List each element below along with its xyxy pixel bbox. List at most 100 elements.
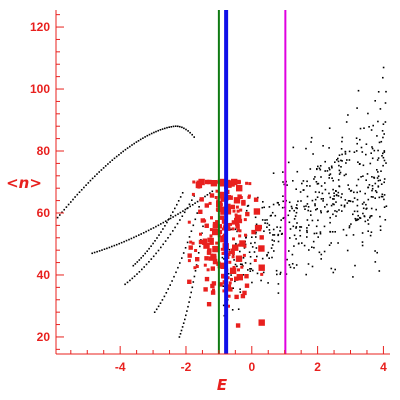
data-point [267, 251, 270, 254]
data-point [310, 141, 312, 143]
data-point [264, 219, 266, 221]
red-data-point [236, 179, 241, 185]
data-point [155, 252, 157, 255]
data-point [361, 241, 364, 243]
data-point [296, 170, 299, 173]
data-point [309, 185, 311, 187]
data-point [385, 162, 387, 164]
data-point [87, 182, 90, 184]
data-point [311, 199, 314, 202]
data-point [179, 262, 181, 264]
data-point [311, 219, 314, 222]
data-point [377, 171, 379, 173]
data-point [328, 168, 331, 171]
data-point [337, 195, 340, 197]
data-point [249, 270, 252, 272]
data-point [294, 215, 297, 217]
data-point [282, 195, 284, 197]
data-point [379, 179, 381, 182]
red-data-point [210, 253, 214, 257]
data-point [175, 271, 177, 274]
data-point [332, 198, 334, 200]
data-point [359, 127, 362, 130]
data-point [183, 127, 185, 130]
data-point [133, 236, 135, 239]
data-point [254, 216, 257, 219]
data-point [376, 177, 379, 179]
data-point [289, 228, 292, 230]
data-point [292, 146, 295, 149]
data-point [271, 239, 274, 241]
data-point [352, 200, 354, 203]
red-data-point [238, 229, 242, 233]
red-data-point [240, 293, 246, 299]
data-point [323, 225, 326, 228]
data-point [295, 211, 298, 214]
data-point [381, 130, 384, 132]
data-point [320, 253, 323, 256]
data-point [164, 220, 167, 222]
red-data-point [235, 221, 240, 226]
data-point [341, 153, 343, 156]
data-point [109, 161, 111, 163]
red-data-point [206, 268, 210, 272]
data-point [359, 217, 362, 219]
data-point [352, 276, 354, 278]
y-tick-label: 20 [37, 330, 51, 344]
data-point [156, 237, 158, 239]
data-point [379, 215, 381, 218]
y-axis-title: <n> [6, 174, 42, 192]
data-point [157, 305, 160, 308]
data-point [336, 210, 338, 213]
data-point [196, 212, 198, 214]
data-point [320, 210, 322, 212]
red-data-point [209, 240, 214, 245]
data-point [362, 164, 365, 167]
data-point [291, 263, 294, 265]
data-point [333, 203, 335, 206]
data-point [346, 202, 349, 204]
red-data-point [204, 223, 209, 228]
red-data-point [192, 180, 196, 184]
data-point [244, 243, 247, 246]
data-point [167, 237, 169, 239]
data-point [343, 205, 346, 208]
data-point [291, 207, 293, 210]
data-point [261, 257, 264, 260]
data-point [182, 322, 185, 324]
data-point [382, 136, 384, 139]
data-point [98, 171, 100, 173]
data-point [266, 222, 269, 225]
data-point [96, 250, 98, 253]
data-point [191, 199, 193, 201]
data-point [371, 185, 374, 187]
data-point [249, 268, 251, 270]
data-point [292, 180, 294, 182]
data-point [128, 238, 130, 241]
red-data-point [260, 272, 264, 276]
red-data-point [243, 218, 247, 222]
data-point [173, 275, 175, 278]
data-point [314, 176, 316, 178]
red-data-point [230, 277, 233, 281]
red-data-point [228, 281, 232, 285]
red-data-point [253, 259, 257, 262]
data-point [129, 145, 131, 148]
data-point [334, 161, 336, 163]
data-point [118, 154, 120, 156]
data-point [159, 129, 162, 131]
data-point [252, 269, 254, 272]
data-point [348, 159, 351, 161]
data-point [332, 188, 334, 191]
data-point [187, 130, 189, 132]
red-data-point [228, 180, 235, 187]
data-point [335, 201, 337, 203]
red-data-point [228, 250, 232, 254]
data-point [348, 200, 351, 202]
data-point [235, 242, 237, 245]
red-data-point [187, 253, 192, 258]
data-point [365, 203, 367, 206]
data-point [234, 263, 237, 266]
data-point [354, 217, 357, 220]
data-point [337, 179, 340, 181]
